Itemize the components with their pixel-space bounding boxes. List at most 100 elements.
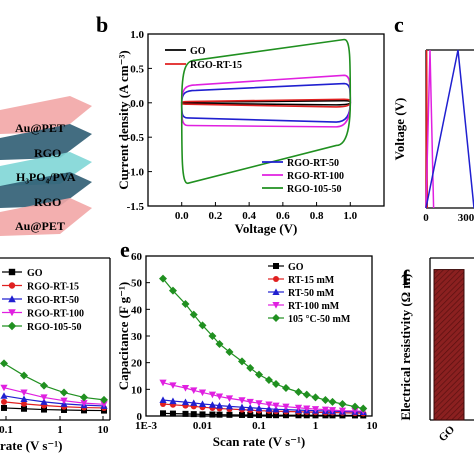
chart-e-point [338, 407, 347, 415]
chart-e-point [246, 398, 254, 406]
chart-d-point [41, 406, 47, 413]
chart-e-point [198, 400, 207, 407]
panel-label-b: b [96, 12, 108, 37]
chart-e-legend-marker [272, 302, 280, 309]
chart-d-point [21, 400, 27, 407]
chart-d-point [0, 359, 8, 368]
chart-e-point [190, 399, 198, 406]
chart-b-xtick-label: 0.0 [175, 210, 189, 222]
chart-e-point [225, 395, 234, 402]
chart-e-legend-label: RT-100 mM [288, 301, 340, 312]
chart-e-point [169, 397, 177, 405]
chart-e-point [159, 274, 168, 283]
chart-b-xlabel: Voltage (V) [235, 221, 298, 236]
chart-e-point [208, 391, 217, 399]
chart-e-point [265, 412, 272, 419]
chart-d-point [40, 394, 48, 402]
chart-d-legend-label: RGO-RT-100 [27, 309, 84, 320]
chart-d-point [80, 400, 88, 407]
chart-e-point [225, 402, 234, 410]
chart-e-point [328, 397, 337, 406]
chart-e-series-line-1 [162, 403, 364, 414]
chart-e-point [265, 405, 273, 412]
chart-c-xtick-label: 300 [458, 212, 474, 224]
chart-e-point [215, 402, 224, 409]
chart-e-point [169, 410, 176, 417]
chart-d-capacitance: 0.1 1 10 rate (V s⁻¹) GO RGO-RT-15 RGO-RT-50 RG… [0, 257, 111, 453]
chart-e-legend-label: GO [288, 262, 304, 273]
chart-e-point [350, 402, 359, 411]
chart-b-ytick-label: -0.5 [127, 132, 145, 144]
chart-e-point [359, 404, 368, 413]
chart-e-point [311, 406, 320, 413]
chart-d-point [20, 389, 28, 397]
chart-e-point [303, 412, 310, 419]
chart-e-point [168, 286, 177, 295]
chart-e-point [351, 407, 359, 415]
chart-e-point [311, 393, 320, 402]
chart-e-point [199, 411, 206, 418]
chart-b-xtick-label: 0.4 [242, 210, 256, 222]
chart-d-point [21, 405, 27, 412]
stack-label-1: RGO [34, 146, 61, 160]
chart-d-series-line-0 [3, 407, 105, 412]
chart-e-point [282, 412, 289, 419]
chart-d-legend-marker [8, 309, 16, 317]
chart-b-series-4 [180, 38, 352, 185]
chart-d-legend-label: RGO-105-50 [27, 322, 81, 333]
chart-e-point [181, 385, 190, 392]
chart-e-point [264, 376, 273, 384]
chart-e-point [190, 411, 197, 418]
chart-d-point [40, 398, 48, 405]
chart-e-ytick-label: 0 [137, 411, 143, 423]
chart-c-xtick-label: 0 [423, 212, 429, 224]
stack-layer-1 [0, 124, 92, 160]
chart-b-ytick-label: -1.5 [127, 201, 145, 213]
chart-c-charge-discharge: Voltage (V) 0 300 [392, 49, 474, 224]
chart-e-series-line-2 [162, 399, 364, 413]
chart-e-point [246, 364, 255, 372]
chart-e-point [247, 411, 254, 418]
chart-d-point [100, 395, 108, 404]
chart-e-point [321, 406, 330, 414]
chart-b-xtick-label: 0.6 [276, 210, 290, 222]
chart-e-legend-label: RT-15 mM [288, 275, 335, 286]
chart-c-series-2 [425, 49, 474, 209]
chart-f-ylabel: Electrical resistivity (Ω m) [398, 274, 413, 421]
chart-e-point [265, 401, 273, 409]
chart-e-point [303, 405, 311, 413]
chart-d-series-line-3 [3, 387, 105, 405]
chart-e-point [159, 379, 167, 387]
chart-e-point [312, 412, 319, 419]
chart-d-series-line-2 [3, 395, 105, 407]
chart-e-point [281, 384, 290, 392]
chart-d-point [1, 398, 7, 405]
stack-label-4: Au@PET [15, 219, 65, 233]
chart-d-legend-marker [8, 282, 16, 289]
chart-e-point [226, 411, 233, 418]
chart-e-point [321, 396, 330, 404]
chart-b-cyclic-voltammetry: 0.0 0.2 0.4 0.6 0.8 1.0 -1.5 -1.0 -0.5 0.0 0.5 1.0 V… [116, 29, 385, 236]
chart-b-xtick-label: 1.0 [343, 210, 357, 222]
chart-e-point [246, 404, 254, 411]
chart-e-point [225, 348, 234, 356]
chart-b-legend-label: RGO-RT-15 [190, 60, 242, 71]
chart-e-frame [145, 255, 373, 417]
chart-e-point [255, 400, 263, 407]
stack-label-0: Au@PET [15, 121, 65, 135]
chart-d-point [1, 404, 7, 411]
stack-label-2: H₃PO₄/PVA [16, 170, 76, 184]
chart-b-legend-label: GO [190, 46, 206, 57]
chart-e-ytick-label: 50 [131, 278, 143, 290]
chart-b-ytick-label: -1.0 [127, 167, 145, 179]
chart-b-legend-label: RGO-105-50 [287, 184, 341, 195]
chart-e-point [208, 401, 217, 408]
chart-e-point [169, 382, 177, 389]
chart-b-ytick-label: 0.0 [130, 98, 144, 110]
chart-e-ytick-label: 60 [131, 251, 143, 263]
chart-e-point [338, 400, 347, 408]
chart-d-point [100, 401, 108, 408]
chart-e-ytick-label: 30 [131, 331, 143, 343]
chart-e-point [272, 402, 280, 410]
